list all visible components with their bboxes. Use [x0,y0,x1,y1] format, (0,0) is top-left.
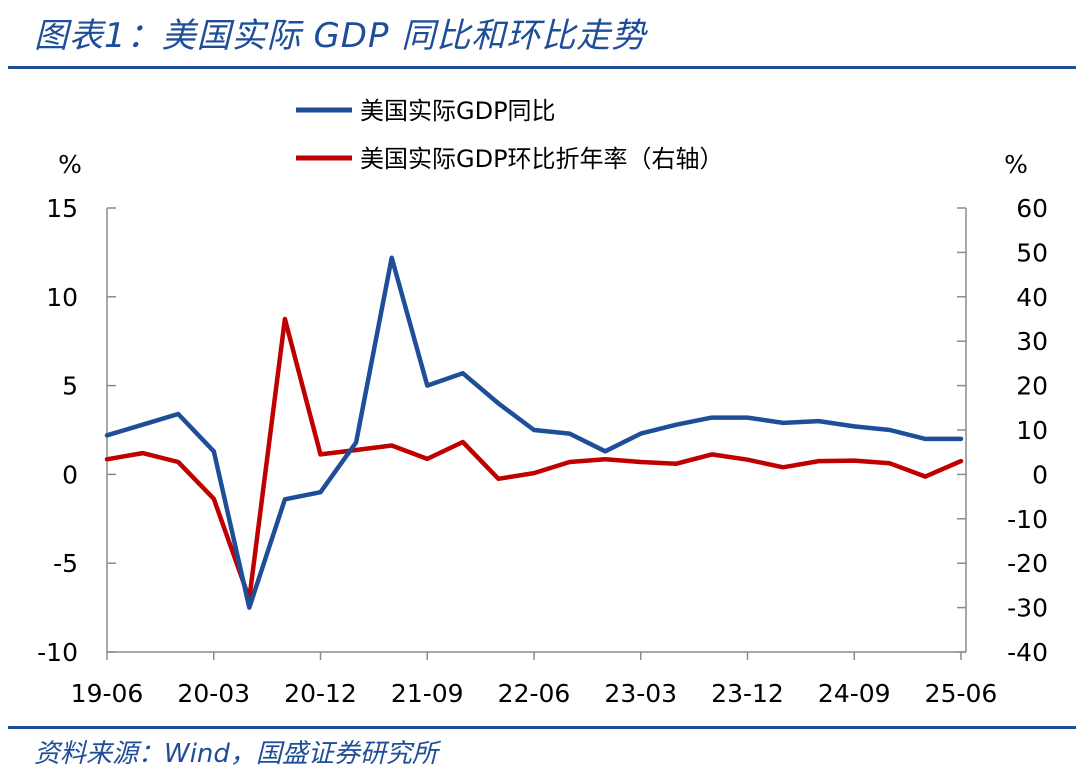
right-axis-unit: % [1004,150,1028,179]
right-tick-label: 20 [1016,372,1048,401]
left-tick-label: 5 [62,372,78,401]
right-tick-label: -40 [1007,638,1048,667]
right-tick-label: 10 [1016,416,1048,445]
top-rule [8,66,1076,69]
bottom-rule [8,726,1076,729]
left-tick-label: 10 [46,283,78,312]
x-tick-label: 20-03 [177,679,250,708]
right-tick-label: 50 [1016,238,1048,267]
x-tick-label: 23-12 [711,679,784,708]
x-tick-label: 21-09 [391,679,464,708]
legend-label: 美国实际GDP环比折年率（右轴） [360,145,724,173]
right-tick-label: 40 [1016,283,1048,312]
series-line-yoy [104,255,964,610]
right-tick-label: 30 [1016,327,1048,356]
left-tick-label: 15 [46,194,78,223]
x-tick-label: 23-03 [604,679,677,708]
figure-title: 图表1：美国实际 GDP 同比和环比走势 [34,16,647,56]
legend-label: 美国实际GDP同比 [360,97,556,125]
x-tick-label: 20-12 [284,679,357,708]
x-tick-label: 22-06 [498,679,571,708]
right-tick-label: -20 [1007,549,1048,578]
series-line-qoq-annualized [104,316,964,601]
x-tick-label: 25-06 [925,679,998,708]
source-note: 资料来源：Wind，国盛证券研究所 [34,739,438,769]
right-tick-label: -10 [1007,505,1048,534]
x-tick-label: 24-09 [818,679,891,708]
x-tick-label: 19-06 [71,679,144,708]
left-tick-label: -5 [53,549,78,578]
left-axis-unit: % [58,150,82,179]
right-tick-label: 0 [1032,460,1048,489]
right-tick-label: 60 [1016,194,1048,223]
left-tick-label: -10 [37,638,78,667]
right-tick-label: -30 [1007,594,1048,623]
left-tick-label: 0 [62,460,78,489]
